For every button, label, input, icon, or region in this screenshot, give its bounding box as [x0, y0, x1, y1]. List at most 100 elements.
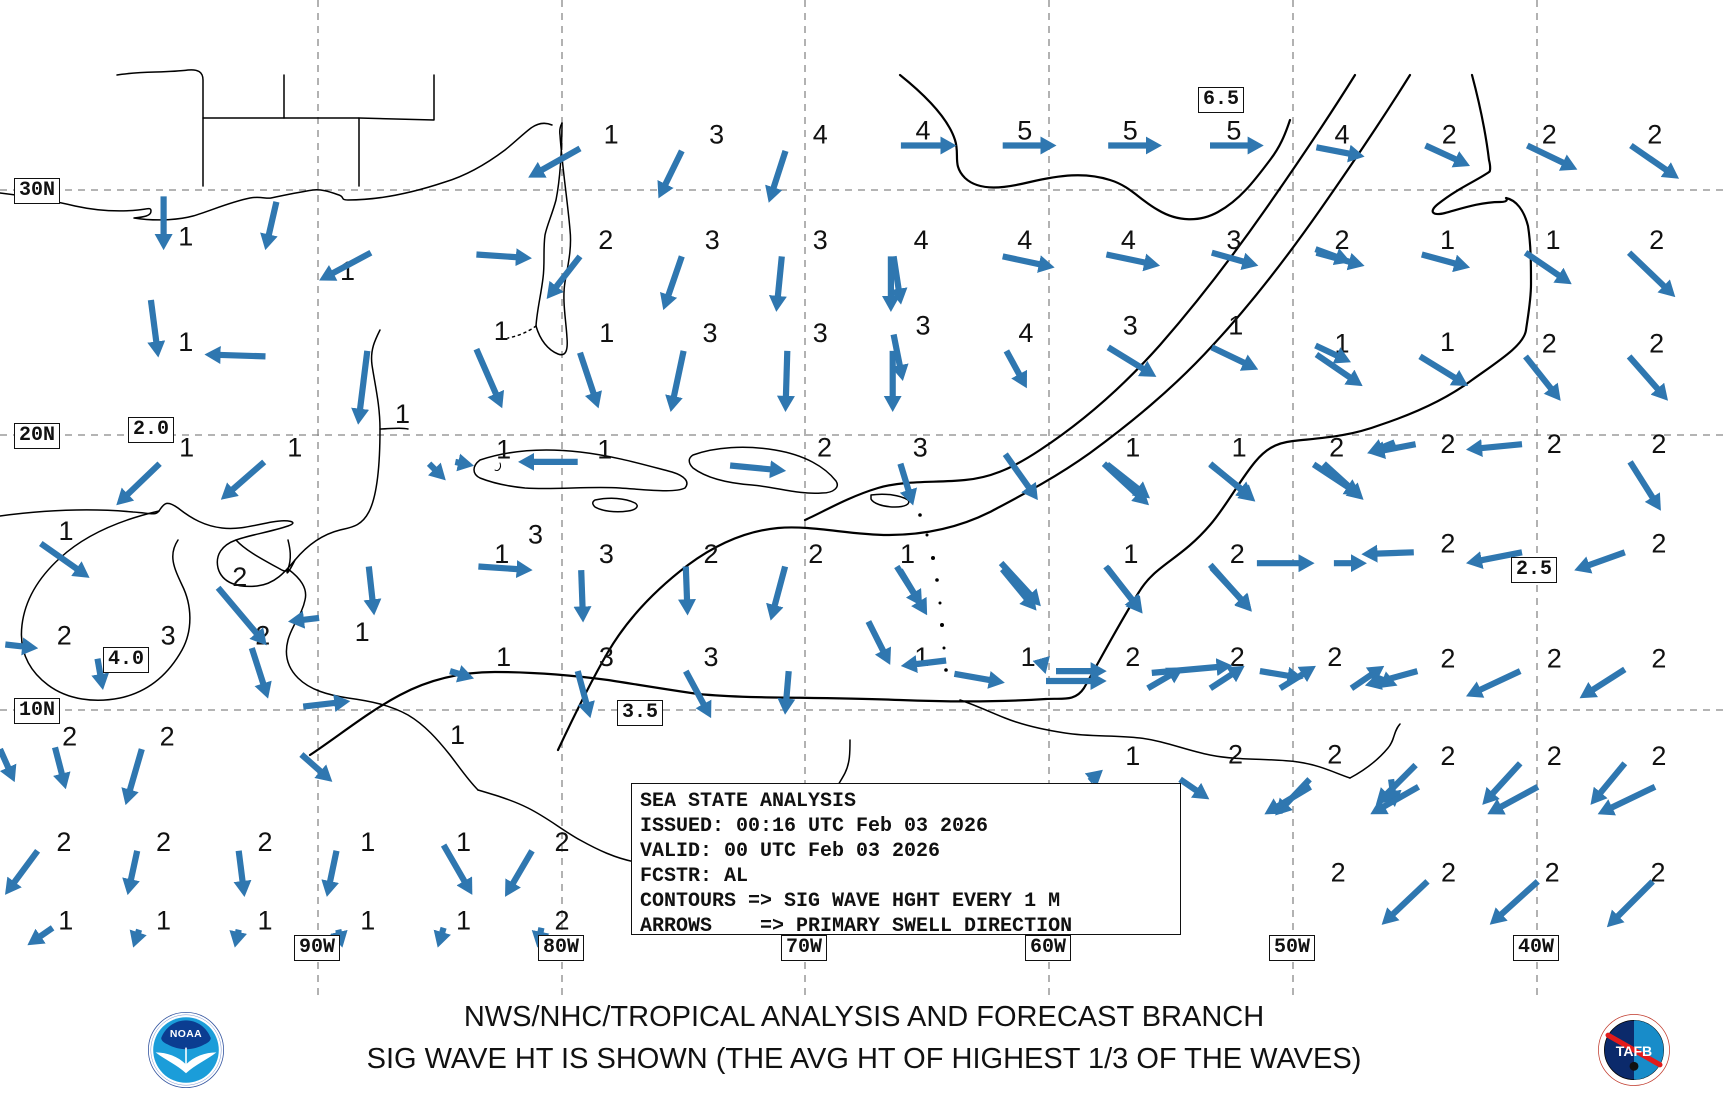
svg-text:1: 1: [496, 434, 511, 464]
svg-text:3: 3: [703, 318, 718, 348]
svg-text:1: 1: [450, 720, 465, 750]
svg-text:2: 2: [1547, 429, 1562, 459]
svg-text:3: 3: [161, 621, 176, 651]
svg-text:1: 1: [156, 906, 171, 936]
svg-text:2: 2: [1228, 739, 1243, 769]
svg-text:3: 3: [916, 311, 931, 341]
svg-text:2: 2: [1442, 120, 1457, 150]
svg-text:2: 2: [1649, 225, 1664, 255]
svg-text:2: 2: [1327, 642, 1342, 672]
svg-text:3: 3: [1226, 225, 1241, 255]
svg-text:1: 1: [395, 399, 410, 429]
svg-text:2: 2: [1125, 642, 1140, 672]
svg-text:2: 2: [1651, 741, 1666, 771]
svg-text:2: 2: [232, 562, 247, 592]
svg-text:3: 3: [705, 225, 720, 255]
svg-text:1: 1: [456, 827, 471, 857]
svg-text:2: 2: [1651, 528, 1666, 558]
svg-text:5: 5: [1226, 115, 1241, 145]
svg-text:1: 1: [258, 906, 273, 936]
svg-text:1: 1: [287, 433, 302, 463]
svg-text:1: 1: [360, 906, 375, 936]
svg-text:2: 2: [1440, 644, 1455, 674]
svg-text:2: 2: [57, 621, 72, 651]
svg-text:4: 4: [914, 225, 929, 255]
svg-text:2: 2: [62, 722, 77, 752]
svg-text:1: 1: [1440, 225, 1455, 255]
svg-text:1: 1: [599, 318, 614, 348]
svg-text:3: 3: [704, 642, 719, 672]
svg-text:1: 1: [1228, 311, 1243, 341]
svg-text:4: 4: [916, 115, 931, 145]
svg-text:5: 5: [1017, 115, 1032, 145]
svg-text:2: 2: [1331, 857, 1346, 887]
svg-text:1: 1: [604, 120, 619, 150]
svg-text:NOAA: NOAA: [170, 1029, 202, 1040]
svg-text:3: 3: [1123, 311, 1138, 341]
svg-text:2: 2: [1440, 429, 1455, 459]
svg-text:2: 2: [156, 827, 171, 857]
svg-text:2: 2: [1651, 429, 1666, 459]
svg-text:2: 2: [1440, 741, 1455, 771]
svg-text:4: 4: [813, 120, 828, 150]
svg-text:1: 1: [494, 539, 509, 569]
svg-text:1: 1: [360, 827, 375, 857]
svg-text:1: 1: [494, 316, 509, 346]
svg-text:2: 2: [1542, 329, 1557, 359]
svg-text:2: 2: [1547, 644, 1562, 674]
svg-text:TAFB: TAFB: [1616, 1043, 1652, 1059]
svg-text:2: 2: [1545, 857, 1560, 887]
svg-text:2: 2: [160, 722, 175, 752]
svg-text:1: 1: [1232, 433, 1247, 463]
svg-text:3: 3: [599, 539, 614, 569]
svg-text:2: 2: [704, 539, 719, 569]
svg-text:2: 2: [1230, 539, 1245, 569]
svg-text:4: 4: [1017, 225, 1032, 255]
svg-text:3: 3: [709, 120, 724, 150]
svg-text:2: 2: [258, 827, 273, 857]
svg-text:1: 1: [1440, 327, 1455, 357]
svg-text:5: 5: [1123, 115, 1138, 145]
svg-text:1: 1: [1546, 225, 1561, 255]
svg-text:2: 2: [1335, 225, 1350, 255]
svg-text:2: 2: [1651, 644, 1666, 674]
svg-text:2: 2: [1649, 329, 1664, 359]
svg-text:1: 1: [900, 539, 915, 569]
svg-text:1: 1: [59, 516, 74, 546]
svg-text:1: 1: [1021, 642, 1036, 672]
svg-text:2: 2: [808, 539, 823, 569]
svg-text:2: 2: [1441, 857, 1456, 887]
svg-text:1: 1: [1123, 539, 1138, 569]
svg-text:1: 1: [178, 327, 193, 357]
svg-text:4: 4: [1018, 318, 1033, 348]
svg-text:2: 2: [555, 906, 570, 936]
svg-text:2: 2: [555, 827, 570, 857]
svg-text:1: 1: [914, 642, 929, 672]
svg-text:1: 1: [597, 434, 612, 464]
svg-text:1: 1: [456, 906, 471, 936]
svg-text:3: 3: [913, 433, 928, 463]
svg-text:1: 1: [58, 906, 73, 936]
svg-text:2: 2: [1440, 528, 1455, 558]
svg-text:4: 4: [1121, 225, 1136, 255]
svg-text:2: 2: [598, 225, 613, 255]
svg-text:1: 1: [496, 642, 511, 672]
svg-text:2: 2: [817, 433, 832, 463]
svg-text:3: 3: [813, 225, 828, 255]
svg-text:2: 2: [56, 827, 71, 857]
svg-text:2: 2: [1327, 739, 1342, 769]
svg-text:2: 2: [1329, 433, 1344, 463]
svg-text:2: 2: [1230, 642, 1245, 672]
svg-text:2: 2: [1647, 120, 1662, 150]
svg-text:2: 2: [1542, 120, 1557, 150]
svg-text:3: 3: [528, 520, 543, 550]
svg-text:1: 1: [355, 617, 370, 647]
svg-text:3: 3: [813, 318, 828, 348]
svg-text:1: 1: [178, 222, 193, 252]
svg-text:4: 4: [1335, 120, 1350, 150]
svg-text:1: 1: [1125, 741, 1140, 771]
svg-text:1: 1: [179, 433, 194, 463]
svg-text:3: 3: [599, 642, 614, 672]
svg-text:2: 2: [1547, 741, 1562, 771]
svg-text:1: 1: [1125, 433, 1140, 463]
